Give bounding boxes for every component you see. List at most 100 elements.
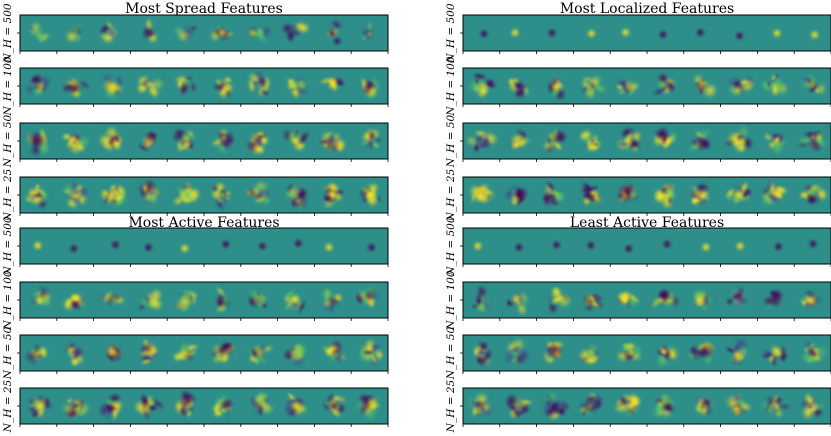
feature-blob [106,27,118,39]
feature-blob [107,346,121,358]
feature-cell [735,241,746,252]
feature-cell [283,392,309,418]
feature-cell [541,340,565,364]
feature-blob [215,297,225,309]
feature-blob [769,290,781,306]
feature-cell [61,133,90,155]
feature-blob [76,135,90,149]
feature-blob [33,289,44,298]
feature-blob [509,27,520,38]
feature-blob [553,406,567,417]
feature-blob [592,142,600,147]
feature-blob [733,193,746,201]
feature-cell [800,74,827,96]
feature-blob [326,295,340,308]
feature-cell [172,341,200,363]
feature-blob [630,398,640,406]
feature-blob [255,134,264,149]
feature-cell [620,27,631,38]
feature-blob [734,30,745,41]
feature-blob [142,401,151,411]
feature-blob [551,240,562,251]
feature-cell [541,391,571,421]
feature-cell [172,181,202,206]
row-label: N_H = 500 [445,3,457,63]
feature-cell [472,241,483,252]
feature-cell [320,286,344,316]
feature-blob [106,21,114,29]
feature-strip: N_H = 25 [445,168,831,222]
feature-blob [656,296,665,304]
feature-blob [295,80,308,92]
feature-blob [213,403,221,413]
feature-blob [332,351,341,358]
feature-cell [577,391,605,418]
row-label: N_H = 25 [2,379,14,433]
feature-blob [323,242,334,253]
feature-cell [28,20,51,45]
feature-blob [633,81,640,91]
feature-cell [513,242,524,253]
feature-blob [581,84,590,95]
feature-cell [651,393,676,419]
feature-cell [136,288,164,311]
feature-blob [725,297,734,306]
feature-blob [803,403,817,411]
feature-blob [616,350,629,362]
feature-blob [516,302,528,316]
feature-cell [354,284,381,309]
row-label: N_H = 100 [2,270,14,330]
feature-cell [542,127,568,154]
feature-cell [245,130,270,156]
feature-blob [362,84,374,97]
row-label: N_H = 25 [445,168,457,222]
feature-cell [582,292,604,313]
feature-blob [696,347,703,359]
feature-cell [210,340,236,364]
row-label: N_H = 500 [2,3,14,63]
feature-blob [624,408,635,418]
feature-blob [515,83,528,93]
feature-cell [586,28,597,39]
feature-cell [773,241,784,252]
feature-cell [179,243,190,254]
feature-blob [773,241,784,252]
feature-cell [761,179,789,207]
feature-cell [503,337,532,366]
feature-blob [625,79,632,92]
feature-cell [616,289,641,309]
feature-blob [151,397,165,410]
feature-blob [510,355,519,365]
feature-blob [329,401,339,411]
feature-blob [68,346,82,360]
feature-blob [146,291,154,303]
feature-cell [725,286,750,308]
feature-blob [112,293,122,302]
feature-blob [177,139,187,146]
feature-blob [541,399,554,413]
feature-cell [507,77,530,100]
feature-blob [694,199,706,207]
feature-blob [320,130,334,140]
feature-blob [620,27,631,38]
feature-blob [695,27,706,38]
feature-blob [176,349,188,361]
feature-cell [99,184,127,208]
feature-blob [367,20,373,33]
feature-blob [141,406,152,422]
feature-cell [798,183,828,206]
feature-blob [257,353,268,365]
feature-blob [547,356,555,364]
feature-blob [366,242,377,253]
feature-cell [763,130,789,155]
feature-cell [473,340,493,368]
feature-blob [618,89,625,95]
feature-blob [546,342,563,357]
feature-cell [322,181,345,210]
feature-blob [327,181,340,194]
feature-blob [32,240,43,251]
feature-cell [761,344,789,367]
feature-blob [809,29,820,40]
feature-blob [777,130,785,147]
